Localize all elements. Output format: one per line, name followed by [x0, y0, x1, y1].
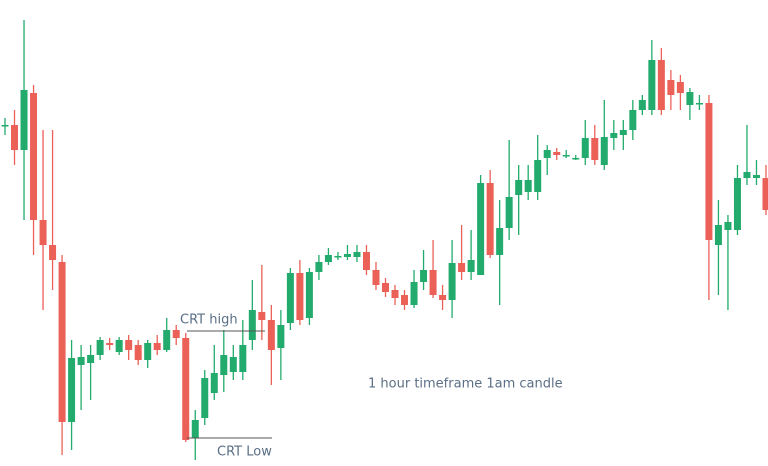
- candle-body: [667, 80, 675, 95]
- candle-body: [68, 358, 76, 422]
- candle-body: [324, 255, 332, 262]
- candle-body: [30, 93, 38, 220]
- candle-body: [220, 355, 228, 375]
- candle-body: [296, 273, 304, 320]
- candle-body: [752, 175, 760, 178]
- candle-body: [429, 270, 437, 295]
- candle-body: [505, 197, 513, 228]
- candle-body: [695, 103, 703, 105]
- candle-body: [334, 256, 342, 258]
- candle-body: [610, 133, 618, 138]
- candle-body: [534, 160, 542, 192]
- candle-body: [714, 225, 722, 245]
- candle-body: [372, 270, 380, 285]
- candle-body: [600, 137, 608, 165]
- candle-body: [410, 282, 418, 305]
- candle-body: [353, 252, 361, 257]
- candle-body: [87, 355, 95, 363]
- candle-body: [239, 345, 247, 372]
- candle-body: [125, 340, 133, 350]
- candle-body: [286, 273, 294, 323]
- candle-body: [562, 155, 570, 157]
- candle-body: [343, 254, 351, 257]
- candle-body: [96, 340, 104, 355]
- candle-body: [467, 260, 475, 272]
- candle-body: [267, 320, 275, 350]
- candle-body: [733, 178, 741, 230]
- candle-body: [277, 325, 285, 348]
- candle-body: [458, 263, 466, 272]
- level-label: CRT Low: [217, 445, 272, 460]
- candle-body: [496, 228, 504, 255]
- candle-body: [1, 125, 9, 127]
- candle-body: [638, 100, 646, 110]
- candle-body: [58, 262, 66, 422]
- candle-body: [477, 183, 485, 275]
- candle-body: [439, 295, 447, 300]
- candle-body: [315, 262, 323, 272]
- candle-body: [258, 312, 266, 320]
- candle-body: [657, 60, 665, 110]
- candle-body: [153, 343, 161, 350]
- candle-body: [553, 152, 561, 155]
- level-label: CRT high: [180, 313, 238, 328]
- candle-body: [39, 220, 47, 245]
- candle-body: [743, 172, 751, 178]
- candle-body: [305, 272, 313, 318]
- candle-body: [362, 252, 370, 270]
- candle-body: [248, 310, 256, 340]
- candle-body: [648, 60, 656, 110]
- candle-body: [391, 290, 399, 298]
- candle-body: [106, 343, 114, 345]
- candle-body: [543, 150, 551, 158]
- candle-body: [629, 110, 637, 130]
- candle-body: [420, 270, 428, 282]
- candle-body: [144, 343, 152, 360]
- candle-body: [163, 330, 171, 350]
- candle-body: [686, 92, 694, 105]
- candle-body: [229, 357, 237, 372]
- candle-body: [515, 180, 523, 195]
- candle-body: [724, 222, 732, 230]
- candle-body: [581, 138, 589, 158]
- candle-body: [11, 125, 19, 150]
- candle-body: [172, 330, 180, 338]
- candle-body: [210, 373, 218, 393]
- candle-body: [201, 378, 209, 418]
- candle-body: [49, 245, 57, 260]
- annotation: 1 hour timeframe 1am candle: [368, 377, 563, 392]
- candle-body: [77, 357, 85, 365]
- candle-body: [524, 180, 532, 192]
- candle-body: [115, 340, 123, 352]
- candle-body: [572, 158, 580, 160]
- candle-body: [191, 420, 199, 438]
- candle-body: [762, 178, 768, 210]
- candle-body: [676, 82, 684, 93]
- candle-body: [619, 130, 627, 135]
- candle-body: [705, 103, 713, 240]
- candle-body: [591, 138, 599, 160]
- candle-body: [382, 283, 389, 292]
- candle-body: [486, 183, 494, 255]
- candle-body: [182, 338, 190, 440]
- candle-body: [401, 295, 409, 305]
- candle-body: [134, 345, 142, 360]
- candle-body: [448, 263, 456, 300]
- candle-body: [20, 90, 28, 150]
